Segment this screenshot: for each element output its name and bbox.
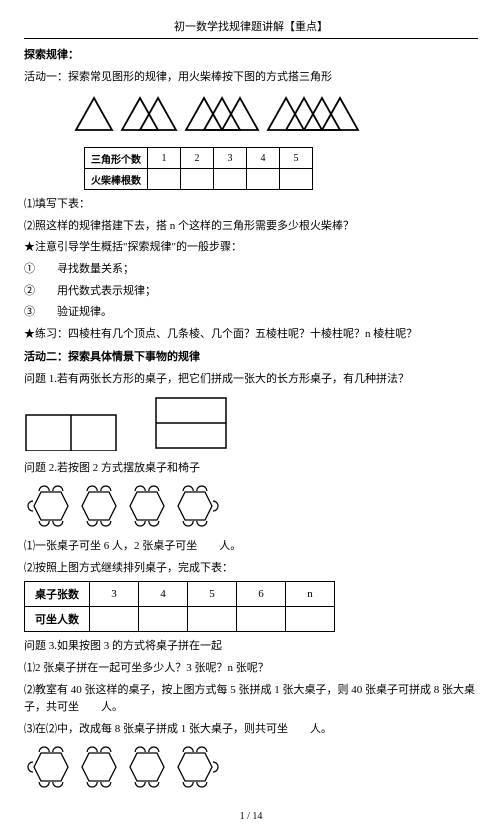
q3-3: ⑶在⑵中，改成每 8 张桌子拼成 1 张大桌子，则共可坐 人。 [24, 721, 478, 739]
table-row: 三角形个数 1 2 3 4 5 [85, 148, 313, 169]
table-row: 火柴棒根数 [85, 169, 313, 190]
q2: ⑵照这样的规律搭建下去，搭 n 个这样的三角形需要多少根火柴棒？ [24, 218, 478, 236]
cell: 1 [148, 148, 181, 169]
cell: 3 [90, 582, 139, 607]
cell [214, 169, 247, 190]
step1: ① 寻找数量关系； [24, 261, 478, 279]
step2: ② 用代数式表示规律； [24, 283, 478, 301]
cell: 5 [280, 148, 313, 169]
cell [188, 607, 237, 632]
cell [237, 607, 286, 632]
cell [148, 169, 181, 190]
cell: n [286, 582, 335, 607]
q3-2: ⑵教室有 40 张这样的桌子，按上图方式每 5 张拼成 1 张大桌子，则 40 … [24, 682, 478, 717]
page-footer: 1 / 14 [24, 811, 478, 822]
cell [286, 607, 335, 632]
cell: 4 [139, 582, 188, 607]
cell [247, 169, 280, 190]
row-label: 可坐人数 [25, 607, 90, 632]
note: ★注意引导学生概括"探索规律"的一般步骤： [24, 239, 478, 257]
q3: 问题 3.如果按图 3 的方式将桌子拼在一起 [24, 638, 478, 656]
line2: ⑵按照上图方式继续排列桌子，完成下表： [24, 560, 478, 578]
section1-heading: 探索规律： [24, 47, 478, 65]
doc-title: 初一数学找规律题讲解【重点】 [24, 18, 478, 34]
cell: 2 [181, 148, 214, 169]
cell [139, 607, 188, 632]
cell: 4 [247, 148, 280, 169]
cell [181, 169, 214, 190]
q2-text: 问题 2.若按图 2 方式摆放桌子和椅子 [24, 460, 478, 478]
cell [90, 607, 139, 632]
fill-table-label: ⑴填写下表： [24, 196, 478, 214]
chairs-figure-2 [24, 742, 478, 795]
practice: ★练习：四棱柱有几个顶点、几条棱、几个面？五棱柱呢？十棱柱呢？n 棱柱呢？ [24, 326, 478, 344]
triangle-table: 三角形个数 1 2 3 4 5 火柴棒根数 [84, 147, 313, 190]
line1: ⑴一张桌子可坐 6 人，2 张桌子可坐 人。 [24, 538, 478, 556]
section2-heading: 活动二：探索具体情景下事物的规律 [24, 349, 478, 367]
q3-1: ⑴2 张桌子拼在一起可坐多少人？3 张呢？n 张呢？ [24, 660, 478, 678]
desk-table: 桌子张数 3 4 5 6 n 可坐人数 [24, 581, 335, 632]
table-row: 桌子张数 3 4 5 6 n [25, 582, 335, 607]
row-label-1: 三角形个数 [85, 148, 148, 169]
triangles-figure [74, 94, 478, 137]
cell: 6 [237, 582, 286, 607]
step3: ③ 验证规律。 [24, 304, 478, 322]
chairs-figure-1 [24, 481, 478, 534]
activity1-text: 活动一：探索常见图形的规律，用火柴棒按下图的方式搭三角形 [24, 69, 478, 87]
cell: 3 [214, 148, 247, 169]
row-label-2: 火柴棒根数 [85, 169, 148, 190]
cell [280, 169, 313, 190]
rect-figure [24, 395, 478, 454]
q1: 问题 1.若有两张长方形的桌子，把它们拼成一张大的长方形桌子，有几种拼法？ [24, 371, 478, 389]
table-row: 可坐人数 [25, 607, 335, 632]
row-label: 桌子张数 [25, 582, 90, 607]
page: 初一数学找规律题讲解【重点】 探索规律： 活动一：探索常见图形的规律，用火柴棒按… [0, 0, 502, 832]
header-rule [24, 38, 478, 39]
cell: 5 [188, 582, 237, 607]
